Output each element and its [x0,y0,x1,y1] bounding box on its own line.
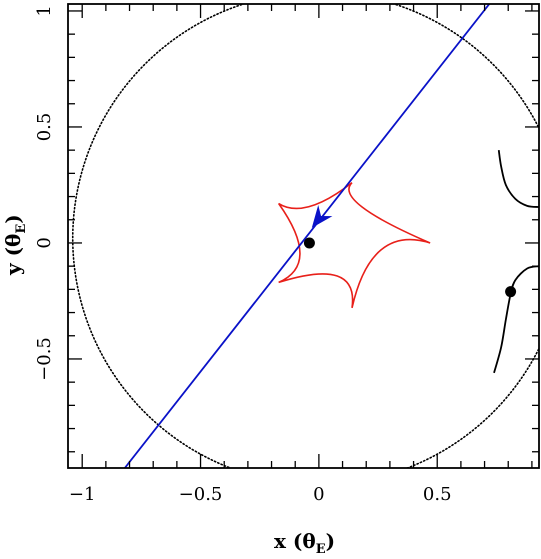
caustic-curve [277,182,431,309]
critical-curve-segment-1 [497,150,539,208]
x-tick-label: 0.5 [423,484,452,505]
x-tick-labels: −1 −0.5 0 0.5 [69,484,452,505]
x-tick-label: −0.5 [179,484,223,505]
y-tick-label: 0.5 [34,113,55,142]
critical-curve-segment-2 [493,265,539,374]
y-axis-label: y (θE) [1,214,29,276]
x-tick-label: 0 [313,484,324,505]
x-tick-label: −1 [69,484,96,505]
frame-layer [67,3,540,469]
y-tick-label: 0 [34,237,55,248]
plot-frame [67,3,540,469]
image-point-2 [505,286,517,298]
y-tick-labels: −0.5 0 0.5 1 [34,5,55,381]
image-point-1 [303,237,315,249]
direction-arrowhead [311,205,333,228]
y-tick-label: −0.5 [34,337,55,381]
plot-layer [72,4,539,468]
y-tick-label: 1 [34,5,55,16]
source-trajectory-line [124,4,491,468]
x-axis-label: x (θE) [274,529,335,555]
